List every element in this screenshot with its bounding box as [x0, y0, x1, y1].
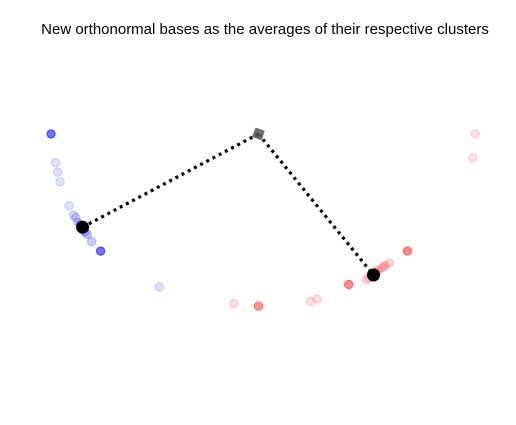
cluster-mean-point	[76, 221, 89, 234]
scatter-point	[51, 158, 59, 166]
scatter-point	[96, 247, 104, 255]
chart-title: New orthonormal bases as the averages of…	[41, 21, 489, 38]
scatter-point	[469, 154, 477, 162]
scatter-point	[65, 201, 73, 209]
scatter-point	[155, 283, 163, 291]
scatter-point	[54, 168, 62, 176]
basis-vector-line	[83, 134, 259, 227]
scatter-point	[56, 178, 64, 186]
scatter-point	[471, 130, 479, 138]
scatter-point	[306, 297, 314, 305]
scatter-point	[403, 247, 411, 255]
cluster-mean-point	[367, 269, 380, 282]
scatter-point	[345, 280, 353, 288]
scatter-point	[47, 130, 55, 138]
scatter-point	[229, 300, 237, 308]
scatter-point	[254, 302, 262, 310]
chart-marks	[47, 128, 479, 311]
origin-marker	[252, 128, 265, 141]
scatter-point	[87, 237, 95, 245]
basis-vector-line	[259, 134, 374, 275]
